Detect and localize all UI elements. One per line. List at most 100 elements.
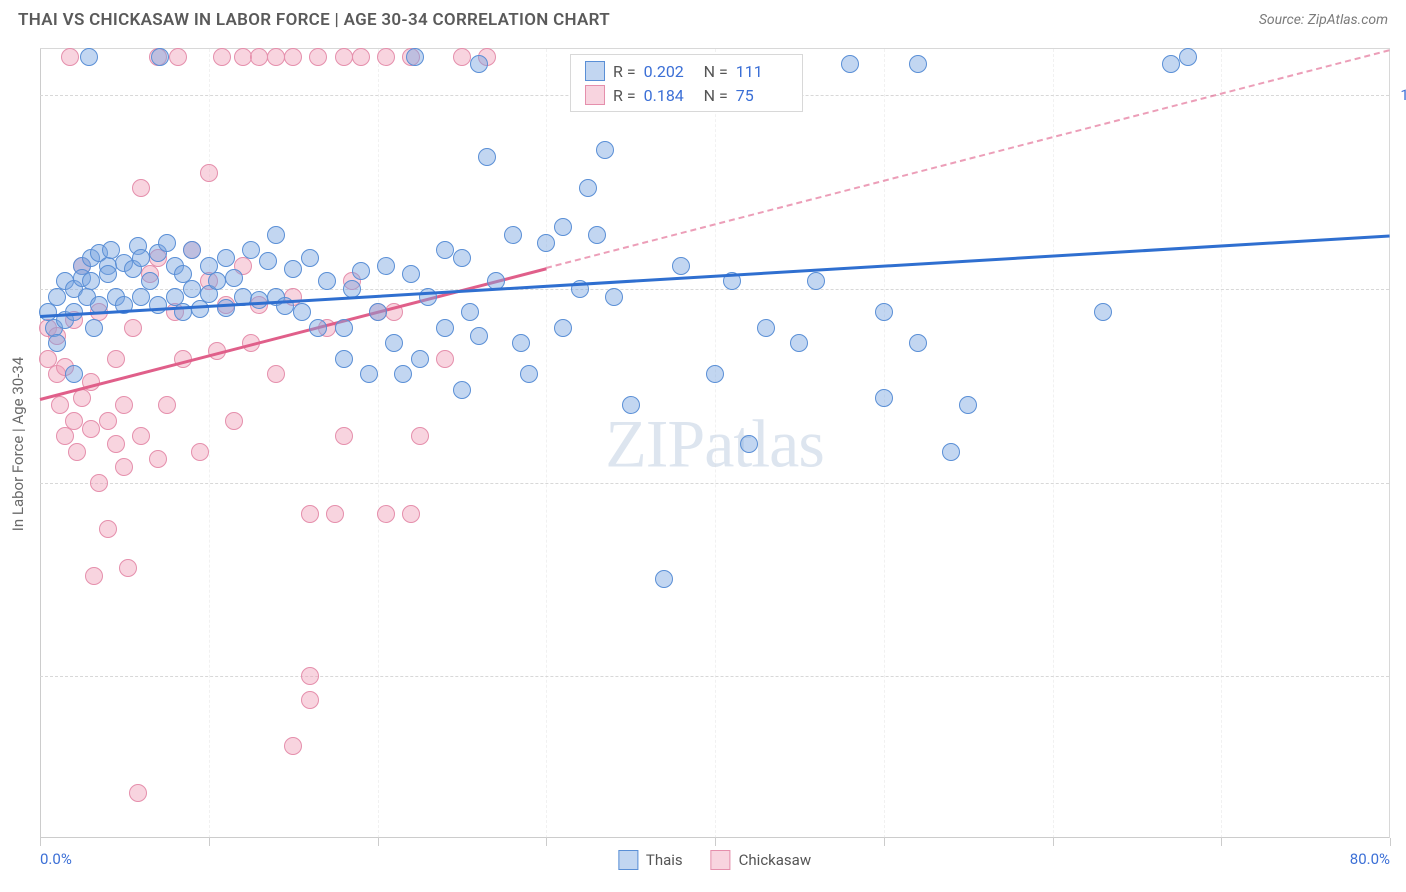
thais-marker bbox=[99, 265, 117, 283]
chickasaw-marker bbox=[115, 458, 133, 476]
thais-marker bbox=[706, 365, 724, 383]
chickasaw-marker bbox=[335, 48, 353, 66]
grid-line-v bbox=[715, 49, 716, 838]
stats-row-thais: R = 0.202 N = 111 bbox=[571, 59, 802, 83]
thais-marker bbox=[132, 249, 150, 267]
y-tick-label: 100.0% bbox=[1394, 86, 1406, 104]
thais-marker bbox=[183, 241, 201, 259]
plot-surface: 62.5%75.0%87.5%100.0%0.0%80.0% bbox=[40, 49, 1389, 838]
chickasaw-marker bbox=[85, 567, 103, 585]
thais-marker bbox=[267, 226, 285, 244]
chickasaw-marker bbox=[200, 164, 218, 182]
chickasaw-marker bbox=[213, 48, 231, 66]
x-tick bbox=[715, 838, 716, 846]
thais-marker bbox=[605, 288, 623, 306]
thais-marker bbox=[225, 269, 243, 287]
legend-item-chickasaw: Chickasaw bbox=[711, 850, 811, 870]
thais-marker bbox=[352, 262, 370, 280]
chickasaw-marker bbox=[335, 427, 353, 445]
thais-marker bbox=[411, 350, 429, 368]
thais-n-value: 111 bbox=[736, 62, 788, 81]
chickasaw-marker bbox=[234, 48, 252, 66]
thais-marker bbox=[293, 303, 311, 321]
legend: Thais Chickasaw bbox=[618, 850, 811, 870]
thais-marker bbox=[85, 319, 103, 337]
x-tick bbox=[378, 838, 379, 846]
legend-label: Thais bbox=[646, 851, 683, 869]
thais-marker bbox=[436, 319, 454, 337]
chickasaw-r-value: 0.184 bbox=[644, 86, 696, 105]
thais-marker bbox=[158, 234, 176, 252]
thais-marker bbox=[335, 350, 353, 368]
thais-marker bbox=[909, 334, 927, 352]
y-tick-label: 62.5% bbox=[1394, 667, 1406, 685]
chickasaw-marker bbox=[51, 396, 69, 414]
chickasaw-marker bbox=[119, 559, 137, 577]
thais-marker bbox=[790, 334, 808, 352]
chickasaw-marker bbox=[129, 784, 147, 802]
thais-marker bbox=[250, 291, 268, 309]
x-tick bbox=[209, 838, 210, 846]
chickasaw-marker bbox=[352, 48, 370, 66]
grid-line-v bbox=[1053, 49, 1054, 838]
thais-marker bbox=[65, 365, 83, 383]
chickasaw-marker bbox=[99, 412, 117, 430]
thais-marker bbox=[942, 443, 960, 461]
thais-marker bbox=[757, 319, 775, 337]
grid-line-v bbox=[546, 49, 547, 838]
chickasaw-marker bbox=[65, 412, 83, 430]
chart-title: THAI VS CHICKASAW IN LABOR FORCE | AGE 3… bbox=[18, 10, 610, 30]
thais-marker bbox=[436, 241, 454, 259]
thais-marker bbox=[318, 272, 336, 290]
chickasaw-marker bbox=[90, 474, 108, 492]
chickasaw-marker bbox=[267, 365, 285, 383]
thais-marker bbox=[554, 319, 572, 337]
thais-marker bbox=[1094, 303, 1112, 321]
y-tick-label: 75.0% bbox=[1394, 474, 1406, 492]
chickasaw-marker bbox=[132, 179, 150, 197]
chickasaw-marker bbox=[250, 48, 268, 66]
thais-marker bbox=[259, 252, 277, 270]
x-tick bbox=[1390, 838, 1391, 846]
y-axis-label: In Labor Force | Age 30-34 bbox=[9, 356, 27, 530]
thais-marker bbox=[841, 55, 859, 73]
source-label: Source: ZipAtlas.com bbox=[1259, 12, 1388, 28]
chickasaw-marker bbox=[82, 420, 100, 438]
thais-marker bbox=[1162, 55, 1180, 73]
thais-marker bbox=[394, 365, 412, 383]
chickasaw-marker bbox=[453, 48, 471, 66]
thais-marker bbox=[453, 381, 471, 399]
chickasaw-marker bbox=[158, 396, 176, 414]
chickasaw-marker bbox=[107, 350, 125, 368]
chickasaw-marker bbox=[124, 319, 142, 337]
thais-marker bbox=[217, 249, 235, 267]
thais-marker bbox=[909, 55, 927, 73]
thais-marker bbox=[80, 48, 98, 66]
thais-marker bbox=[309, 319, 327, 337]
x-tick bbox=[884, 838, 885, 846]
x-tick bbox=[546, 838, 547, 846]
x-tick bbox=[1221, 838, 1222, 846]
stats-row-chickasaw: R = 0.184 N = 75 bbox=[571, 83, 802, 107]
thais-marker bbox=[242, 241, 260, 259]
chickasaw-marker bbox=[326, 505, 344, 523]
thais-marker bbox=[183, 280, 201, 298]
chickasaw-marker bbox=[267, 48, 285, 66]
chickasaw-marker bbox=[56, 427, 74, 445]
x-tick-label: 0.0% bbox=[40, 850, 72, 868]
r-label: R = bbox=[613, 62, 636, 81]
x-tick bbox=[40, 838, 41, 846]
thais-marker bbox=[48, 288, 66, 306]
chickasaw-marker bbox=[436, 350, 454, 368]
grid-line-v bbox=[378, 49, 379, 838]
thais-marker bbox=[875, 389, 893, 407]
thais-marker bbox=[284, 260, 302, 278]
thais-marker bbox=[217, 299, 235, 317]
chickasaw-swatch bbox=[585, 85, 605, 105]
legend-item-thais: Thais bbox=[618, 850, 683, 870]
thais-marker bbox=[596, 141, 614, 159]
thais-marker bbox=[672, 257, 690, 275]
thais-marker bbox=[959, 396, 977, 414]
chickasaw-marker bbox=[377, 48, 395, 66]
thais-marker bbox=[655, 570, 673, 588]
